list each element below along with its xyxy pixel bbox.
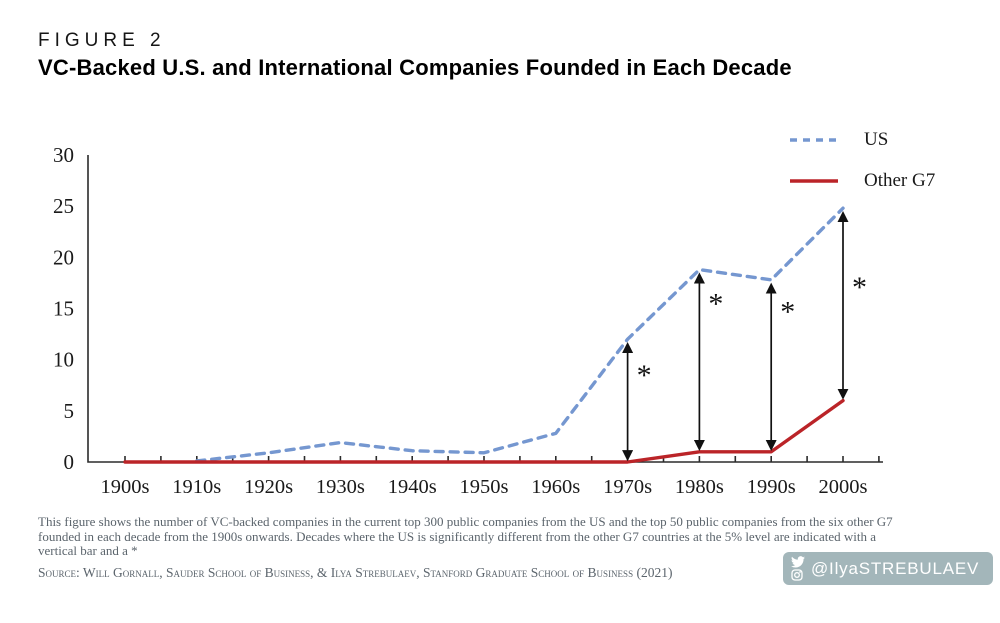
svg-text:1970s: 1970s <box>603 476 652 498</box>
y-axis-labels: 0 5 10 15 20 25 30 <box>53 143 74 474</box>
significance-asterisk-1980s: * <box>708 287 723 320</box>
svg-text:20: 20 <box>53 245 74 269</box>
other-g7-line-sample-icon <box>790 179 838 183</box>
svg-text:1930s: 1930s <box>316 476 365 498</box>
source-credit: Source: Will Gornall, Sauder School of B… <box>38 565 673 580</box>
svg-text:30: 30 <box>53 143 74 167</box>
svg-text:1910s: 1910s <box>172 476 221 498</box>
svg-text:5: 5 <box>64 399 75 423</box>
twitter-icon <box>791 556 805 568</box>
svg-text:1920s: 1920s <box>244 476 293 498</box>
svg-text:1900s: 1900s <box>101 476 150 498</box>
legend-item-us: US <box>788 128 935 152</box>
x-axis-labels: 1900s 1910s 1920s 1930s 1940s 1950s 1960s 1970s… <box>101 476 868 498</box>
svg-text:1940s: 1940s <box>388 476 437 498</box>
social-icons <box>791 556 805 581</box>
significance-asterisk-2000s: * <box>852 271 867 304</box>
figure-label: FIGURE 2 <box>38 30 166 51</box>
svg-text:1950s: 1950s <box>460 476 509 498</box>
axes <box>87 155 883 463</box>
svg-text:25: 25 <box>53 194 74 218</box>
series-line-us <box>195 206 845 463</box>
instagram-icon <box>791 569 803 581</box>
chart-legend: US Other G7 <box>788 128 935 210</box>
legend-item-other-g7: Other G7 <box>788 169 935 193</box>
significance-markers: * * * * <box>622 211 867 462</box>
significance-asterisk-1990s: * <box>780 295 795 328</box>
chart: 0 5 10 15 20 25 30 1900s 1910s 1920s 1930s 1940s 195… <box>0 120 1000 520</box>
series-line-other-g7 <box>123 398 845 464</box>
svg-text:2000s: 2000s <box>819 476 868 498</box>
legend-label-us: US <box>864 129 889 150</box>
svg-text:0: 0 <box>64 450 75 474</box>
chart-canvas: 0 5 10 15 20 25 30 1900s 1910s 1920s 1930s 1940s 195… <box>53 143 883 498</box>
svg-text:1980s: 1980s <box>675 476 724 498</box>
social-badge[interactable]: @IlyaSTREBULAEV <box>783 552 994 585</box>
figure-title: VC-Backed U.S. and International Compani… <box>38 55 792 80</box>
legend-label-other-g7: Other G7 <box>864 170 936 191</box>
svg-text:10: 10 <box>53 348 74 372</box>
significance-asterisk-1970s: * <box>637 359 652 392</box>
us-line-sample-icon <box>790 138 838 142</box>
social-handle: @IlyaSTREBULAEV <box>811 558 980 578</box>
svg-text:1960s: 1960s <box>531 476 580 498</box>
figure-footnote: This figure shows the number of VC-backe… <box>38 514 893 558</box>
svg-text:1990s: 1990s <box>747 476 796 498</box>
svg-text:15: 15 <box>53 297 74 321</box>
